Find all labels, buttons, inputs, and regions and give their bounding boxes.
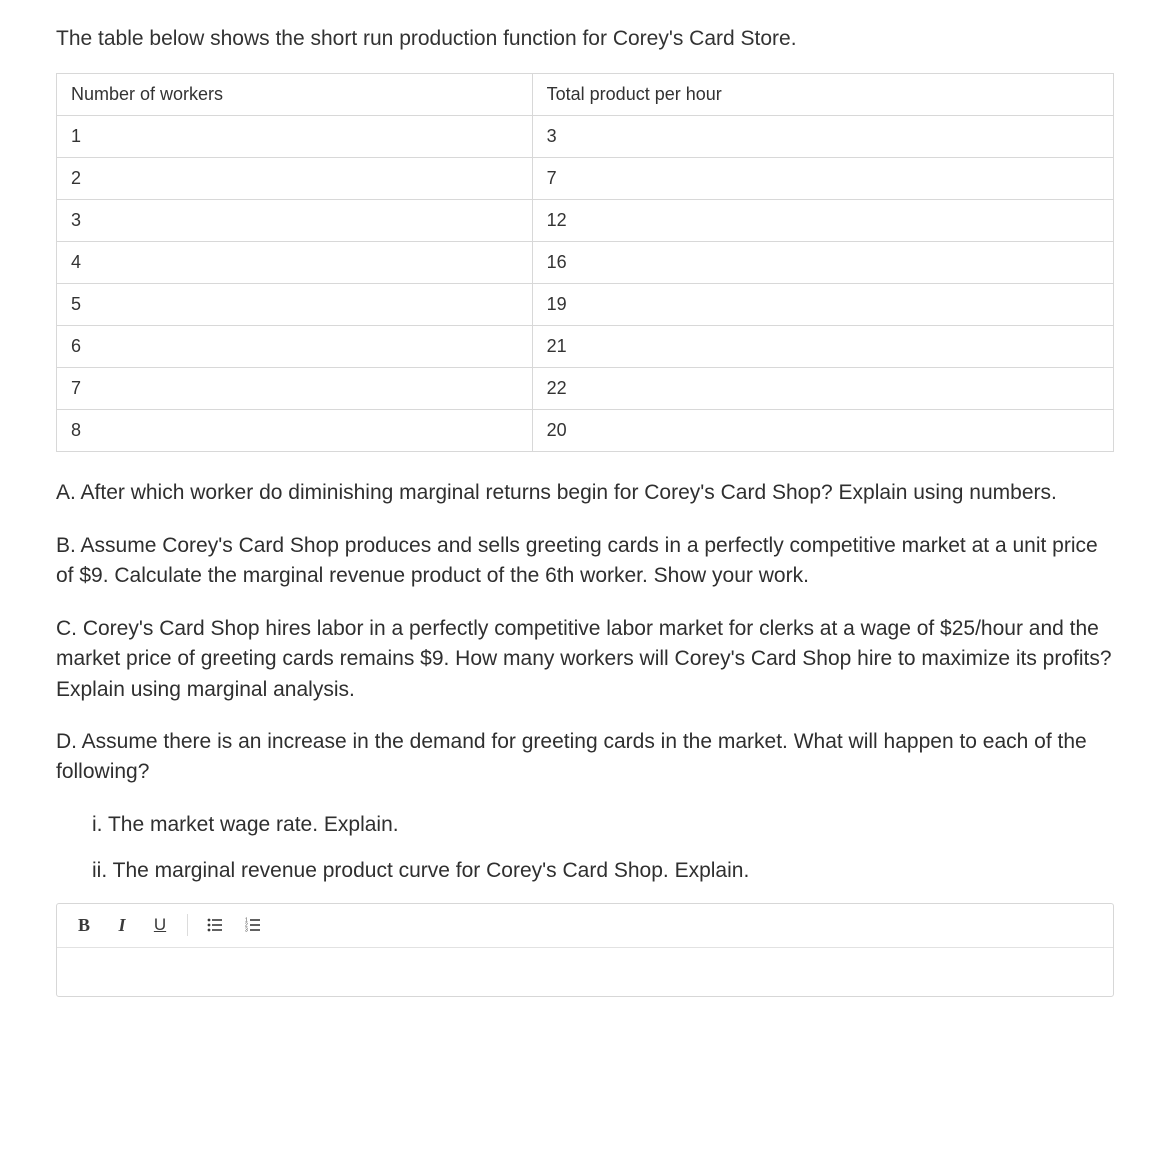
svg-text:3: 3 — [245, 928, 248, 934]
table-row: 4 16 — [57, 242, 1114, 284]
bold-icon: B — [78, 915, 90, 936]
cell-workers: 3 — [57, 200, 533, 242]
table-row: 7 22 — [57, 368, 1114, 410]
bullet-list-icon — [206, 916, 224, 934]
question-d-sublist: i. The market wage rate. Explain. ii. Th… — [56, 810, 1114, 887]
col-header-workers: Number of workers — [57, 74, 533, 116]
question-a: A. After which worker do diminishing mar… — [56, 478, 1114, 508]
editor-toolbar: B I U 1 — [57, 904, 1113, 948]
toolbar-separator — [187, 914, 188, 936]
cell-product: 21 — [532, 326, 1113, 368]
cell-workers: 7 — [57, 368, 533, 410]
italic-button[interactable]: I — [105, 908, 139, 942]
table-row: 1 3 — [57, 116, 1114, 158]
bullet-list-button[interactable] — [198, 908, 232, 942]
underline-button[interactable]: U — [143, 908, 177, 942]
question-c: C. Corey's Card Shop hires labor in a pe… — [56, 614, 1114, 705]
production-table: Number of workers Total product per hour… — [56, 73, 1114, 452]
question-d: D. Assume there is an increase in the de… — [56, 727, 1114, 788]
cell-product: 20 — [532, 410, 1113, 452]
italic-icon: I — [118, 915, 125, 936]
table-row: 6 21 — [57, 326, 1114, 368]
question-d-ii: ii. The marginal revenue product curve f… — [92, 856, 1114, 886]
numbered-list-icon: 1 2 3 — [244, 916, 262, 934]
cell-product: 22 — [532, 368, 1113, 410]
answer-editor: B I U 1 — [56, 903, 1114, 997]
cell-workers: 2 — [57, 158, 533, 200]
cell-workers: 6 — [57, 326, 533, 368]
table-row: 3 12 — [57, 200, 1114, 242]
question-d-i: i. The market wage rate. Explain. — [92, 810, 1114, 840]
question-b: B. Assume Corey's Card Shop produces and… — [56, 531, 1114, 592]
table-header-row: Number of workers Total product per hour — [57, 74, 1114, 116]
cell-workers: 5 — [57, 284, 533, 326]
table-row: 8 20 — [57, 410, 1114, 452]
underline-icon: U — [154, 915, 166, 935]
cell-product: 3 — [532, 116, 1113, 158]
answer-textarea[interactable] — [57, 948, 1113, 996]
bold-button[interactable]: B — [67, 908, 101, 942]
cell-product: 7 — [532, 158, 1113, 200]
cell-workers: 8 — [57, 410, 533, 452]
table-row: 2 7 — [57, 158, 1114, 200]
cell-workers: 4 — [57, 242, 533, 284]
table-row: 5 19 — [57, 284, 1114, 326]
cell-workers: 1 — [57, 116, 533, 158]
col-header-product: Total product per hour — [532, 74, 1113, 116]
cell-product: 16 — [532, 242, 1113, 284]
cell-product: 19 — [532, 284, 1113, 326]
numbered-list-button[interactable]: 1 2 3 — [236, 908, 270, 942]
question-page: The table below shows the short run prod… — [0, 0, 1170, 1017]
intro-text: The table below shows the short run prod… — [56, 24, 1114, 53]
cell-product: 12 — [532, 200, 1113, 242]
